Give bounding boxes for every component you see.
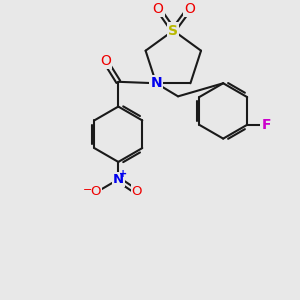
- Text: O: O: [100, 54, 111, 68]
- Text: O: O: [184, 2, 195, 16]
- Text: −: −: [82, 185, 92, 195]
- Text: +: +: [119, 169, 128, 179]
- Text: N: N: [113, 173, 124, 186]
- Text: O: O: [91, 185, 101, 198]
- Text: N: N: [150, 76, 162, 90]
- Text: O: O: [132, 185, 142, 198]
- Text: F: F: [261, 118, 271, 132]
- Text: S: S: [168, 23, 178, 38]
- Text: O: O: [153, 2, 164, 16]
